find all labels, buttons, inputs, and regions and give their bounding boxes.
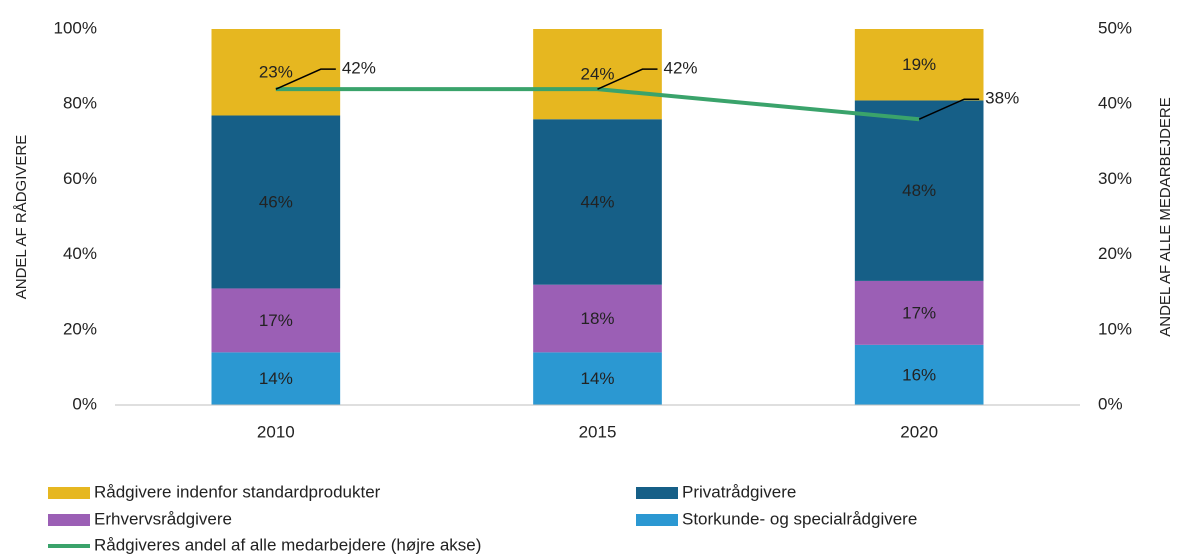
y-tick-label: 100% <box>54 18 97 37</box>
data-label: 24% <box>580 65 614 84</box>
leader-line <box>275 68 336 90</box>
bar-segment <box>211 352 341 405</box>
data-label: 14% <box>259 369 293 388</box>
data-label: 48% <box>902 181 936 200</box>
legend-swatch <box>636 514 678 526</box>
x-tick-label: 2010 <box>257 422 295 441</box>
bar-segment <box>533 29 662 120</box>
x-tick-label: 2015 <box>579 422 617 441</box>
leader-line <box>597 68 658 90</box>
y-tick-label: 80% <box>63 94 97 113</box>
legend-swatch <box>48 514 90 526</box>
bar-segment <box>854 344 984 405</box>
bar-segment <box>854 100 984 281</box>
y-tick-label: 20% <box>63 319 97 338</box>
legend-label: Storkunde- og specialrådgivere <box>682 509 917 528</box>
leader-line <box>918 98 980 120</box>
bar-segment <box>211 29 341 116</box>
line-label: 38% <box>985 89 1019 108</box>
y-tick-label: 40% <box>63 244 97 263</box>
x-tick-label: 2020 <box>900 422 938 441</box>
bar-segment <box>211 115 341 289</box>
legend-swatch <box>636 487 678 499</box>
y-tick-label: 60% <box>63 169 97 188</box>
data-label: 46% <box>259 192 293 211</box>
data-label: 18% <box>580 309 614 328</box>
legend-label: Erhvervsrådgivere <box>94 509 232 528</box>
data-label: 44% <box>580 192 614 211</box>
bar-segment <box>533 119 662 285</box>
data-label: 17% <box>902 303 936 322</box>
bar-segment <box>211 288 341 353</box>
y2-tick-label: 30% <box>1098 169 1132 188</box>
bar-segment <box>854 29 984 101</box>
y2-tick-label: 40% <box>1098 94 1132 113</box>
legend-label: Rådgiveres andel af alle medarbejdere (h… <box>94 535 481 554</box>
bar-segment <box>533 352 662 405</box>
y2-axis-title: ANDEL AF ALLE MEDARBEJDERE <box>1157 97 1174 337</box>
y2-tick-label: 10% <box>1098 319 1132 338</box>
y-axis-title: ANDEL AF RÅDGIVERE <box>13 135 30 300</box>
y2-tick-label: 20% <box>1098 244 1132 263</box>
y2-tick-label: 0% <box>1098 394 1123 413</box>
data-label: 19% <box>902 55 936 74</box>
y2-tick-label: 50% <box>1098 18 1132 37</box>
bar-segment <box>533 284 662 353</box>
legend-label: Rådgivere indenfor standardprodukter <box>94 482 381 501</box>
line-label: 42% <box>342 59 376 78</box>
line-label: 42% <box>664 59 698 78</box>
data-label: 14% <box>580 369 614 388</box>
y-tick-label: 0% <box>72 394 97 413</box>
data-label: 16% <box>902 365 936 384</box>
legend-label: Privatrådgivere <box>682 482 796 501</box>
legend-swatch <box>48 487 90 499</box>
data-label: 23% <box>259 63 293 82</box>
bar-segment <box>854 280 984 345</box>
data-label: 17% <box>259 311 293 330</box>
